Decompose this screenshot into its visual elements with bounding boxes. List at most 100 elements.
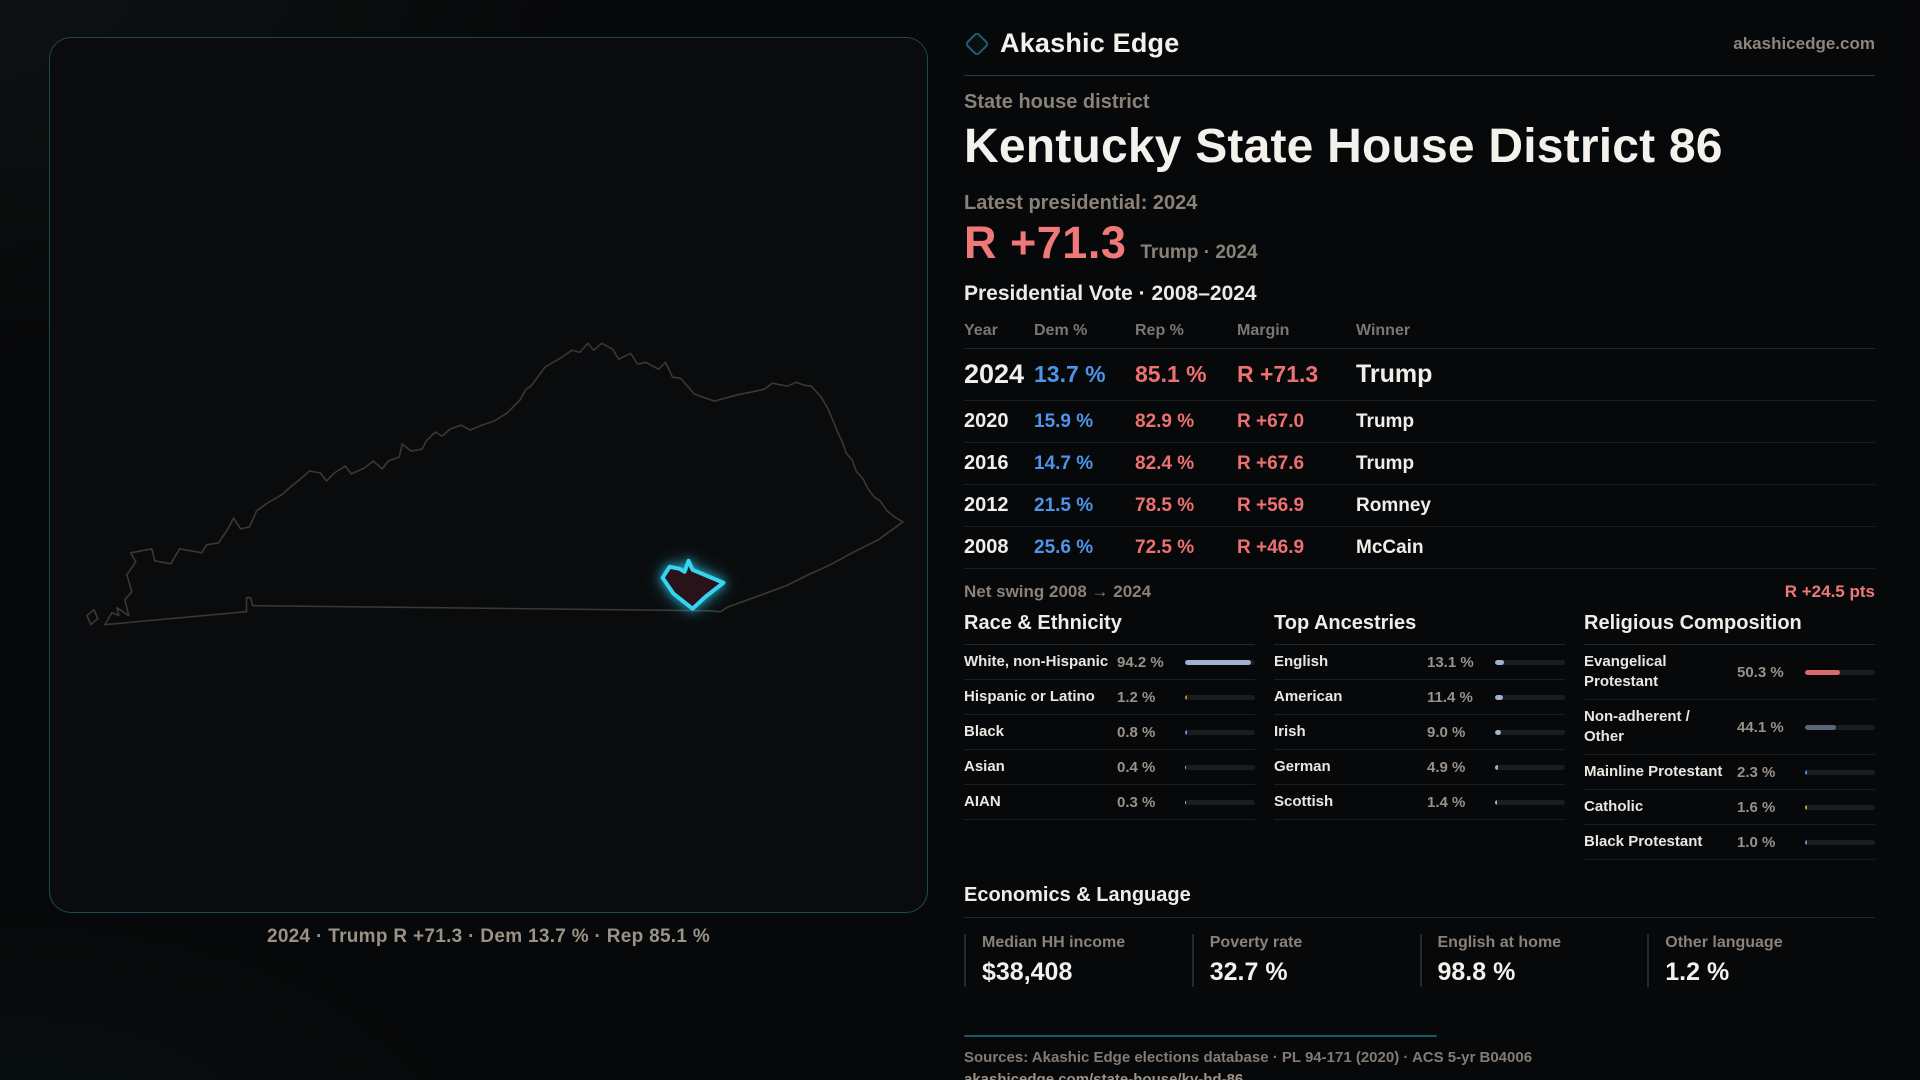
demo-label: Irish — [1274, 723, 1306, 740]
demo-bar — [1495, 659, 1565, 665]
kentucky-bend-outline — [86, 608, 99, 626]
demo-bar-fill — [1185, 729, 1187, 735]
cell-rep: 82.4 % — [1135, 452, 1195, 474]
cell-year: 2008 — [964, 536, 1009, 558]
district-86-shape[interactable] — [660, 558, 726, 611]
vote-table-header: Year Dem % Rep % Margin Winner — [964, 314, 1875, 349]
demo-bar-fill — [1805, 839, 1807, 845]
demo-row: Non-adherent / Other 44.1 % — [1584, 700, 1875, 755]
demo-value: 1.0 % — [1737, 833, 1776, 851]
demo-row: Catholic 1.6 % — [1584, 790, 1875, 825]
district-map-panel — [49, 37, 928, 913]
demo-label: Mainline Protestant — [1584, 763, 1723, 780]
demo-label: Black Protestant — [1584, 833, 1703, 850]
demo-bar — [1495, 764, 1565, 770]
demo-value: 0.3 % — [1117, 793, 1156, 811]
stat-value: 32.7 % — [1209, 958, 1288, 986]
cell-dem: 21.5 % — [1034, 494, 1094, 516]
table-row: 2008 25.6 % 72.5 % R +46.9 McCain — [964, 527, 1875, 569]
demo-value: 94.2 % — [1117, 653, 1164, 671]
demo-bar — [1805, 804, 1875, 810]
cell-rep: 85.1 % — [1135, 361, 1207, 387]
demo-value: 44.1 % — [1737, 718, 1784, 736]
demo-row: Hispanic or Latino 1.2 % — [964, 680, 1255, 715]
cell-winner: Trump — [1356, 360, 1433, 388]
stat-label: Median HH income — [982, 934, 1126, 951]
stat-median-hh-income: Median HH income $38,408 — [964, 934, 1192, 987]
demo-label: Black — [964, 723, 1005, 740]
district-type-label: State house district — [964, 91, 1150, 113]
demo-bar-fill — [1805, 769, 1807, 775]
cell-winner: McCain — [1356, 536, 1424, 558]
demo-value: 11.4 % — [1427, 688, 1473, 706]
demo-bar — [1185, 764, 1255, 770]
demo-row: Evangelical Protestant 50.3 % — [1584, 645, 1875, 700]
cell-rep: 72.5 % — [1135, 536, 1195, 558]
cell-margin: R +67.6 — [1237, 452, 1305, 474]
cell-dem: 15.9 % — [1034, 410, 1094, 432]
demo-bar — [1495, 799, 1565, 805]
demo-bar — [1805, 724, 1875, 730]
religion-panel: Religious Composition Evangelical Protes… — [1584, 612, 1875, 860]
demo-bar-fill — [1495, 729, 1502, 735]
stat-poverty-rate: Poverty rate 32.7 % — [1191, 934, 1420, 987]
demo-bar — [1185, 659, 1255, 665]
demo-label: Asian — [964, 758, 1005, 775]
col-margin: Margin — [1237, 322, 1290, 339]
demo-label: Evangelical Protestant — [1584, 653, 1667, 690]
stat-label: Other language — [1665, 934, 1783, 951]
demo-row: AIAN 0.3 % — [964, 785, 1255, 820]
stat-english-at-home: English at home 98.8 % — [1419, 934, 1648, 987]
demo-bar — [1185, 729, 1255, 735]
table-row: 2012 21.5 % 78.5 % R +56.9 Romney — [964, 485, 1875, 527]
demo-label: Catholic — [1584, 798, 1644, 815]
col-winner: Winner — [1356, 322, 1411, 339]
site-link[interactable]: akashicedge.com — [1733, 33, 1875, 53]
demographic-columns: Race & Ethnicity White, non-Hispanic 94.… — [964, 612, 1875, 860]
net-swing-label: Net swing 2008 → 2024 — [964, 582, 1152, 601]
demo-bar — [1805, 669, 1875, 675]
vote-table-title: Presidential Vote · 2008–2024 — [964, 282, 1257, 305]
demo-value: 0.8 % — [1117, 723, 1156, 741]
net-swing-value: R +24.5 pts — [1784, 582, 1875, 601]
latest-presidential-label: Latest presidential: 2024 — [964, 192, 1198, 214]
economics-heading: Economics & Language — [964, 884, 1875, 918]
demo-label: English — [1274, 653, 1329, 670]
stat-other-language: Other language 1.2 % — [1647, 934, 1875, 987]
demo-value: 1.6 % — [1737, 798, 1776, 816]
kentucky-state-outline — [104, 342, 904, 626]
demo-value: 1.2 % — [1117, 688, 1156, 706]
demo-value: 0.4 % — [1117, 758, 1156, 776]
cell-dem: 14.7 % — [1034, 452, 1094, 474]
stat-label: English at home — [1437, 934, 1562, 951]
demo-bar-fill — [1805, 669, 1841, 675]
permalink[interactable]: akashicedge.com/state-house/ky-hd-86 — [964, 1071, 1244, 1080]
footer-divider — [964, 1035, 1437, 1037]
economics-stats: Median HH income $38,408 Poverty rate 32… — [964, 934, 1875, 987]
demo-bar — [1495, 694, 1565, 700]
demo-label: Non-adherent / Other — [1584, 708, 1690, 745]
kentucky-map — [86, 342, 904, 626]
district-report: Akashic Edge akashicedge.com State house… — [964, 28, 1875, 1080]
ancestry-panel: Top Ancestries English 13.1 % American 1… — [1274, 612, 1565, 860]
latest-margin-row: R +71.3 Trump · 2024 — [964, 217, 1875, 269]
demo-bar-fill — [1185, 659, 1251, 665]
demo-bar-fill — [1495, 799, 1497, 805]
cell-winner: Romney — [1356, 494, 1431, 516]
page-title: Kentucky State House District 86 — [964, 120, 1723, 173]
cell-rep: 82.9 % — [1135, 410, 1195, 432]
demo-row: German 4.9 % — [1274, 750, 1565, 785]
demo-row: Black Protestant 1.0 % — [1584, 825, 1875, 860]
cell-margin: R +71.3 — [1237, 361, 1319, 387]
cell-margin: R +56.9 — [1237, 494, 1305, 516]
demo-bar-fill — [1805, 724, 1836, 730]
religion-heading: Religious Composition — [1584, 612, 1875, 645]
demo-row: Black 0.8 % — [964, 715, 1255, 750]
demo-label: American — [1274, 688, 1343, 705]
cell-year: 2024 — [964, 359, 1025, 389]
diamond-logo-icon — [964, 30, 990, 57]
demo-row: Scottish 1.4 % — [1274, 785, 1565, 820]
vote-table: Year Dem % Rep % Margin Winner 2024 13.7… — [964, 314, 1875, 569]
stat-value: 1.2 % — [1665, 958, 1730, 986]
demo-bar-fill — [1495, 764, 1499, 770]
